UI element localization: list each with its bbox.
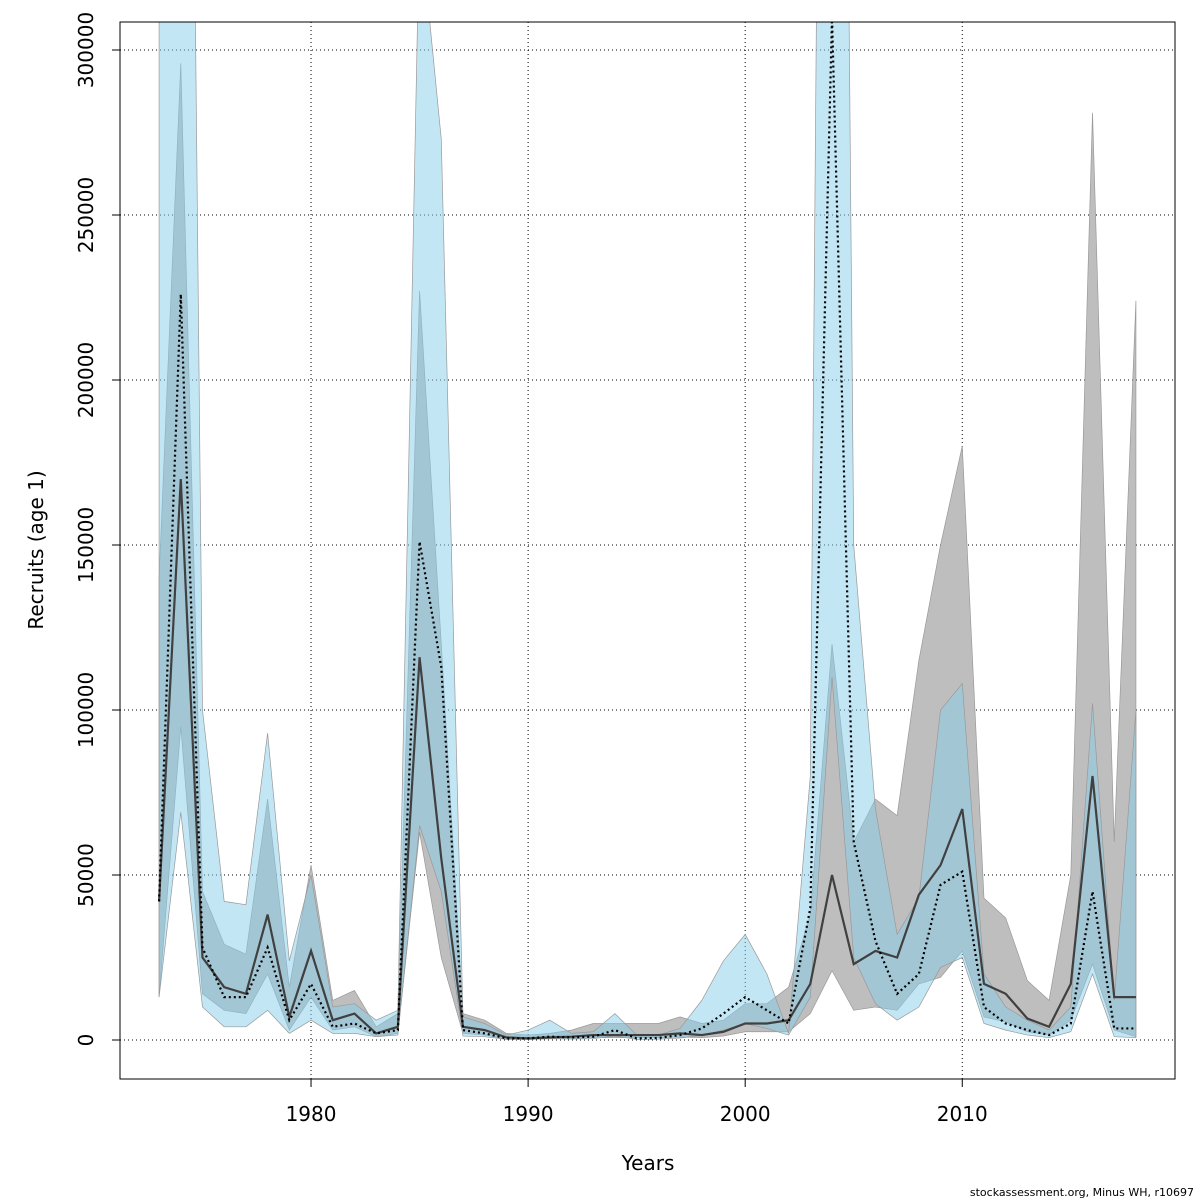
y-tick-label: 100000 bbox=[74, 672, 98, 748]
x-tick-label: 2010 bbox=[937, 1102, 988, 1126]
y-tick-label: 0 bbox=[74, 1034, 98, 1047]
y-axis-title: Recruits (age 1) bbox=[24, 470, 48, 629]
x-tick-label: 2000 bbox=[720, 1102, 771, 1126]
x-axis-title: Years bbox=[621, 1151, 675, 1175]
series-line bbox=[157, 478, 1136, 1040]
y-tick-label: 50000 bbox=[74, 843, 98, 907]
confidence-band bbox=[158, 22, 1137, 1040]
y-tick-label: 250000 bbox=[74, 177, 98, 253]
y-tick-label: 300000 bbox=[74, 12, 98, 88]
series-line bbox=[157, 22, 1136, 1040]
x-tick-label: 1980 bbox=[286, 1102, 337, 1126]
y-tick-label: 150000 bbox=[74, 507, 98, 583]
confidence-band bbox=[158, 63, 1137, 1040]
plot-area bbox=[120, 22, 1175, 1079]
x-tick-label: 1990 bbox=[503, 1102, 554, 1126]
credit: stockassessment.org, Minus WH, r10697 bbox=[970, 1186, 1194, 1199]
plot-frame bbox=[119, 21, 1176, 1080]
y-tick-label: 200000 bbox=[74, 342, 98, 418]
